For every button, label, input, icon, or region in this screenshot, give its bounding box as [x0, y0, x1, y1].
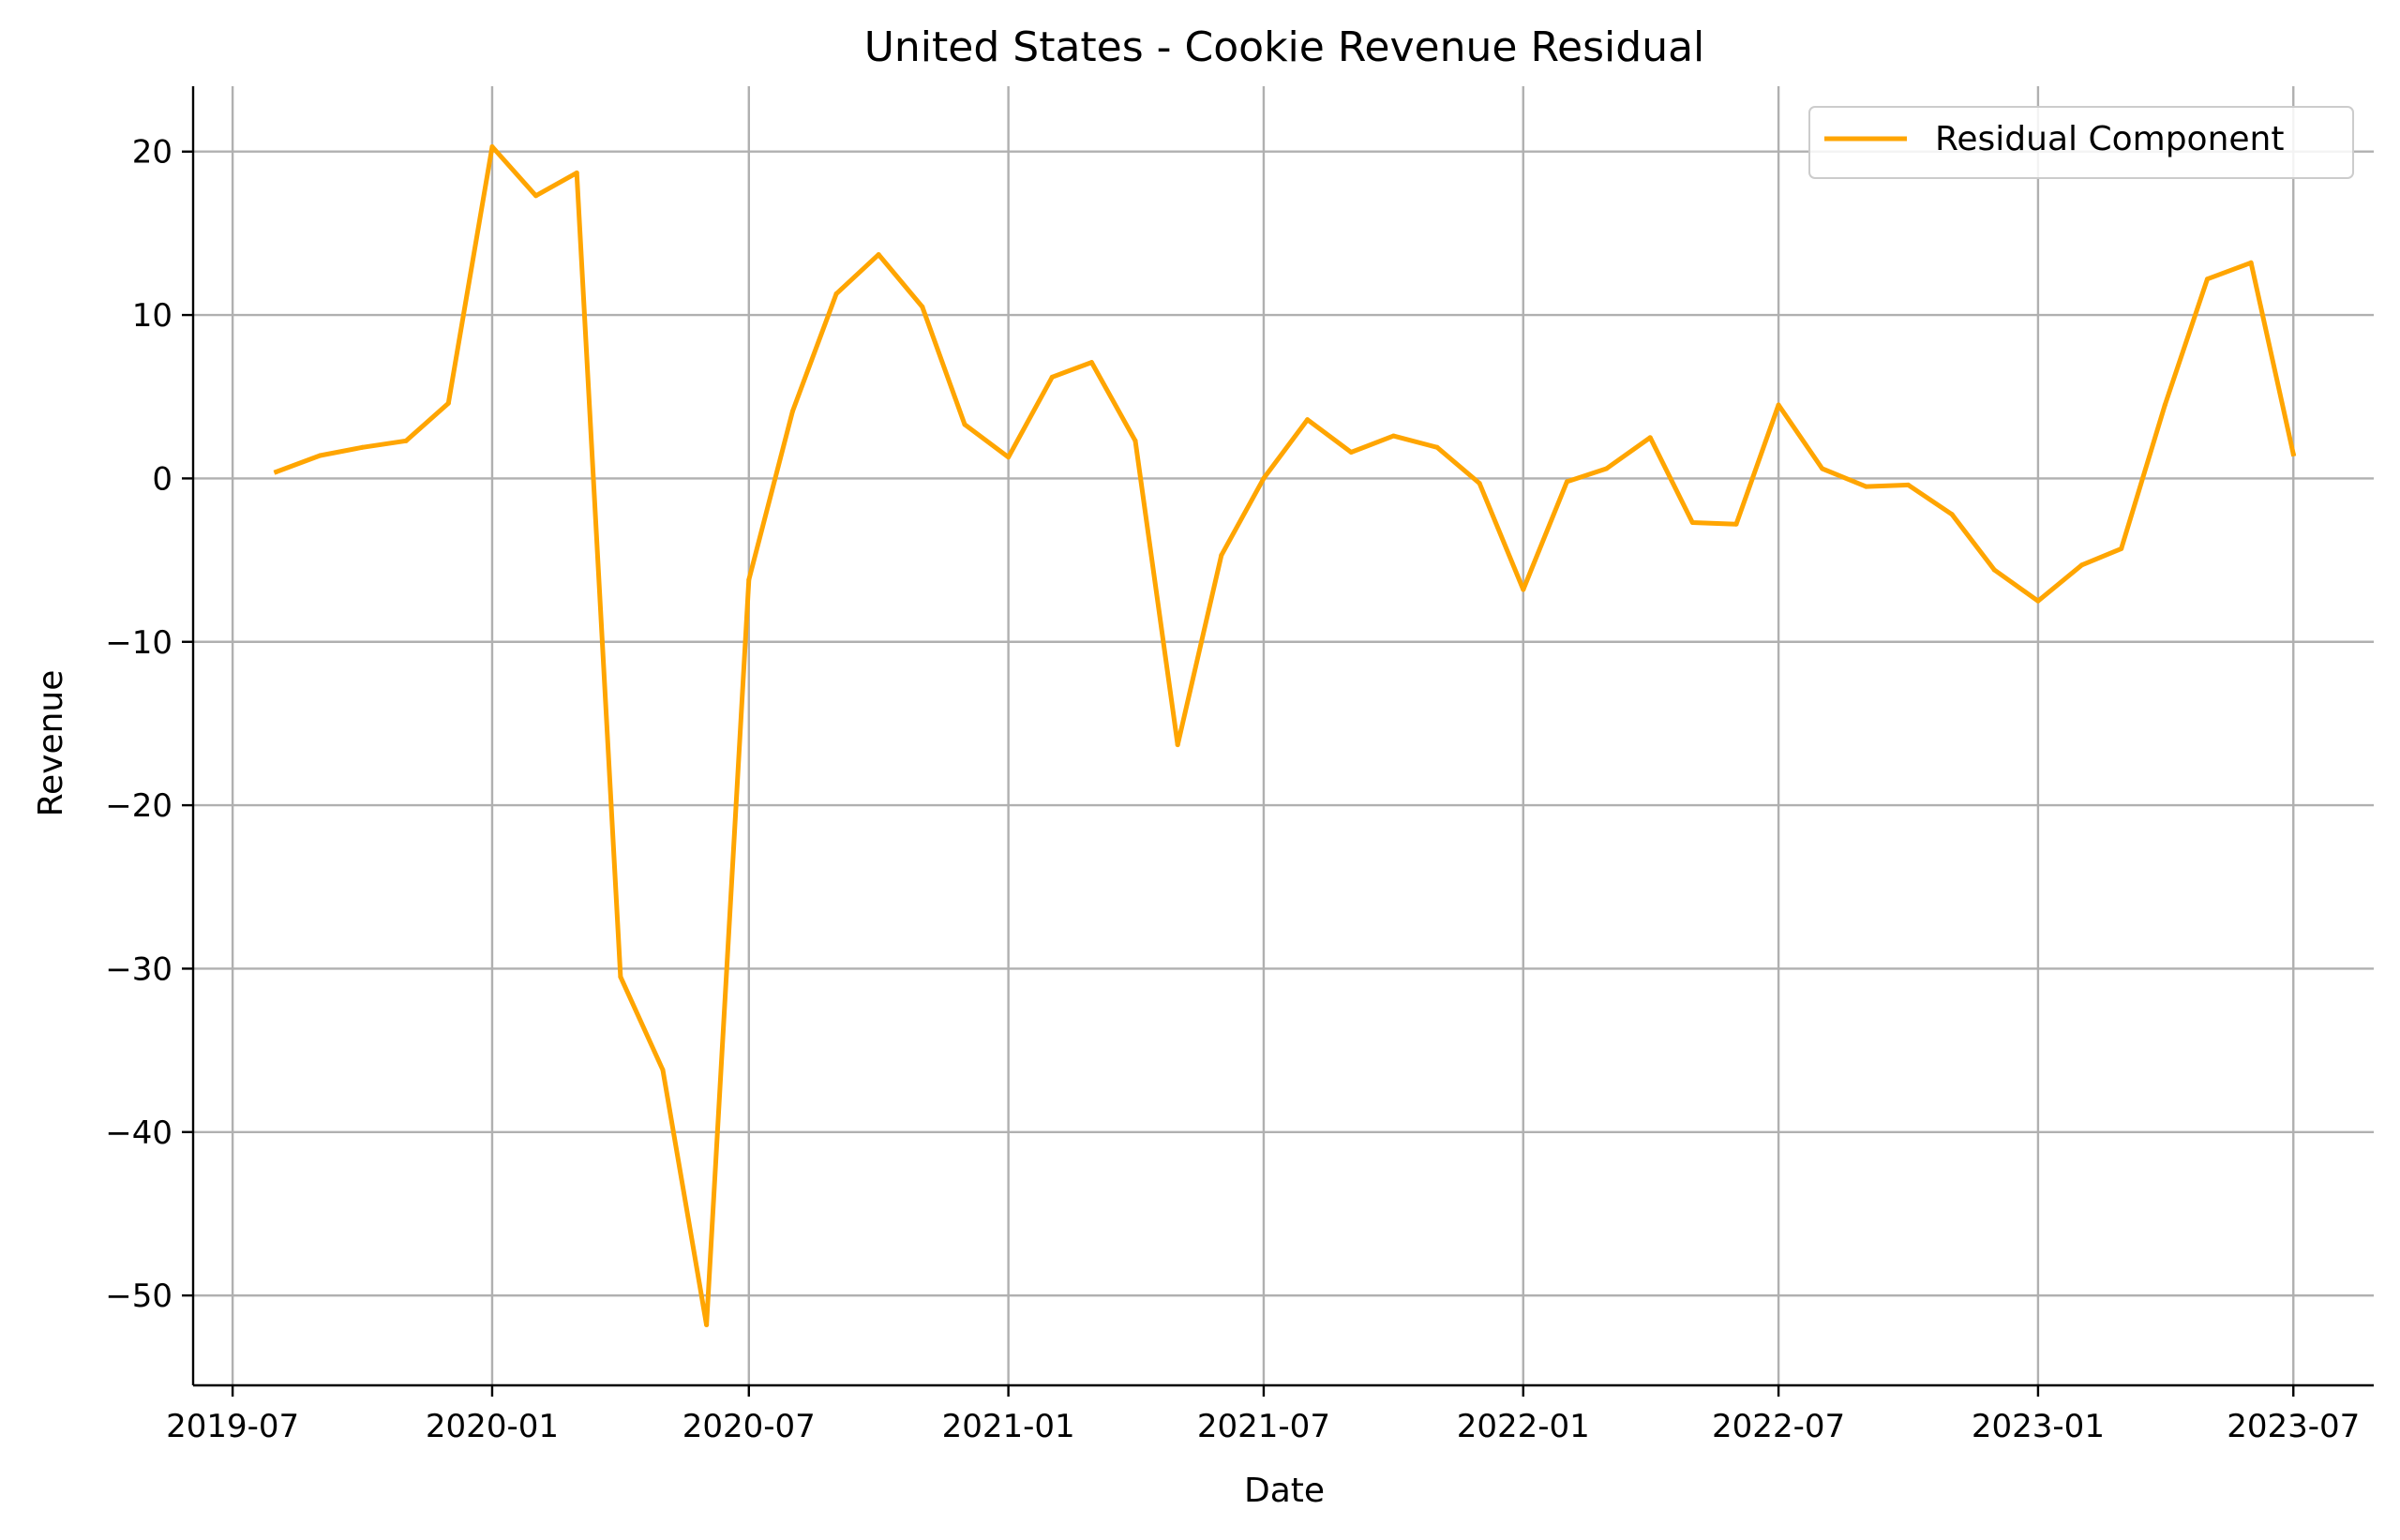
x-tick-label: 2022-01	[1457, 1408, 1590, 1445]
data-point	[1906, 482, 1912, 487]
y-tick-label: 10	[132, 297, 172, 335]
data-point	[1175, 742, 1180, 748]
data-point	[2204, 277, 2210, 282]
y-tick-label: −30	[105, 950, 172, 988]
legend-label-residual-component: Residual Component	[1935, 120, 2284, 158]
data-point	[2079, 562, 2085, 568]
data-point	[2162, 402, 2168, 408]
data-point	[2035, 598, 2041, 604]
data-point	[1949, 512, 1955, 517]
data-point	[1390, 433, 1396, 439]
data-point	[1348, 450, 1354, 456]
data-point	[1006, 455, 1012, 460]
data-point	[360, 444, 366, 450]
data-point	[1049, 374, 1055, 380]
data-point	[1477, 481, 1482, 486]
data-point	[317, 453, 322, 458]
x-tick-label: 2021-07	[1197, 1408, 1330, 1445]
chart-title: United States - Cookie Revenue Residual	[864, 23, 1705, 71]
y-tick-label: −20	[105, 787, 172, 825]
axes: 2019-07 2020-01 2020-07 2021-01 2021-07 2022-…	[105, 86, 2374, 1445]
data-point	[1521, 587, 1526, 592]
data-point	[2248, 260, 2254, 265]
data-point	[1219, 552, 1224, 558]
data-point	[1647, 435, 1653, 441]
data-point	[746, 577, 752, 583]
data-point	[1991, 567, 1997, 573]
data-point	[1689, 519, 1695, 525]
data-point	[2290, 451, 2296, 456]
data-point	[1776, 402, 1781, 408]
data-point	[1863, 484, 1868, 489]
series-layer	[273, 144, 2297, 1327]
data-point	[962, 422, 968, 427]
y-axis-label: Revenue	[32, 670, 70, 817]
grid	[193, 86, 2374, 1385]
x-tick-label: 2022-07	[1712, 1408, 1845, 1445]
y-tick-label: −40	[105, 1114, 172, 1152]
x-tick-label: 2020-01	[426, 1408, 559, 1445]
data-point	[403, 438, 409, 443]
data-point	[274, 469, 279, 474]
x-tick-label: 2020-07	[682, 1408, 816, 1445]
x-tick-label: 2023-07	[2227, 1408, 2360, 1445]
data-point	[618, 974, 623, 979]
data-point	[1604, 466, 1610, 471]
y-tick-label: −10	[105, 624, 172, 662]
x-tick-label: 2021-01	[942, 1408, 1075, 1445]
data-point	[1088, 360, 1094, 366]
y-tick-label: −50	[105, 1278, 172, 1315]
data-point	[789, 409, 795, 414]
data-point	[1261, 475, 1267, 481]
data-point	[1434, 444, 1440, 450]
x-tick-label: 2019-07	[166, 1408, 299, 1445]
data-point	[660, 1068, 666, 1073]
data-point	[445, 400, 451, 406]
x-tick-label: 2023-01	[1972, 1408, 2105, 1445]
data-point	[833, 291, 839, 296]
data-point	[1820, 466, 1825, 471]
y-tick-label: 20	[132, 134, 172, 172]
data-point	[1132, 438, 1138, 443]
data-point	[704, 1322, 710, 1327]
y-tick-label: 0	[152, 460, 172, 498]
data-point	[489, 144, 495, 150]
data-point	[1305, 417, 1311, 423]
data-point	[920, 304, 925, 309]
data-point	[1733, 521, 1739, 527]
data-point	[2119, 546, 2124, 551]
data-point	[876, 252, 881, 258]
legend: Residual Component	[1808, 106, 2354, 179]
series-line-residual-component	[273, 144, 2297, 1327]
data-point	[533, 193, 539, 199]
legend-frame	[1808, 106, 2354, 179]
data-point	[1564, 479, 1569, 485]
data-point	[574, 170, 579, 175]
x-axis-label: Date	[1244, 1472, 1325, 1510]
